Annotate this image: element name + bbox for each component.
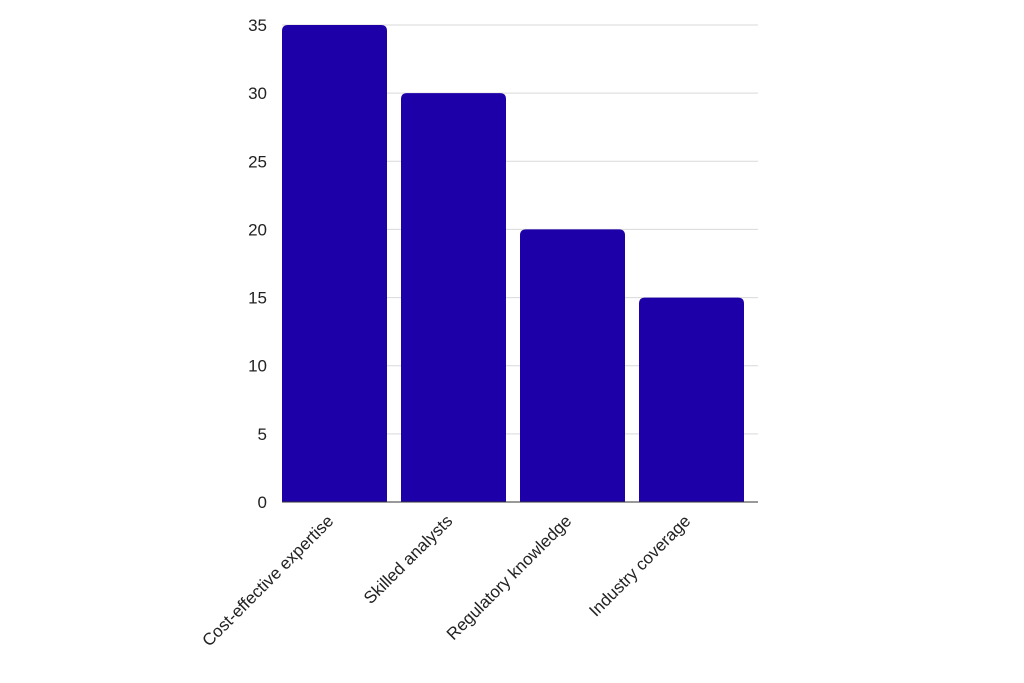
y-tick-label: 30 [248, 84, 267, 103]
y-tick-label: 10 [248, 357, 267, 376]
bar [282, 25, 387, 502]
y-tick-label: 25 [248, 152, 267, 171]
x-category-label: Industry coverage [585, 511, 694, 620]
bar [520, 229, 625, 502]
y-tick-label: 0 [258, 493, 267, 512]
y-tick-label: 20 [248, 220, 267, 239]
x-category-label: Skilled analysts [360, 511, 456, 607]
x-category-label: Regulatory knowledge [443, 511, 575, 643]
bar [401, 93, 506, 503]
x-category-label: Cost-effective expertise [199, 511, 338, 650]
y-tick-label: 5 [258, 425, 267, 444]
bar [639, 297, 744, 502]
y-axis-tick-labels: 0 5 10 15 20 25 30 35 [248, 16, 267, 512]
y-tick-label: 15 [248, 289, 267, 308]
y-tick-label: 35 [248, 16, 267, 35]
x-axis-category-labels: Cost-effective expertise Skilled analysts… [199, 511, 695, 650]
bar-series [282, 25, 744, 503]
